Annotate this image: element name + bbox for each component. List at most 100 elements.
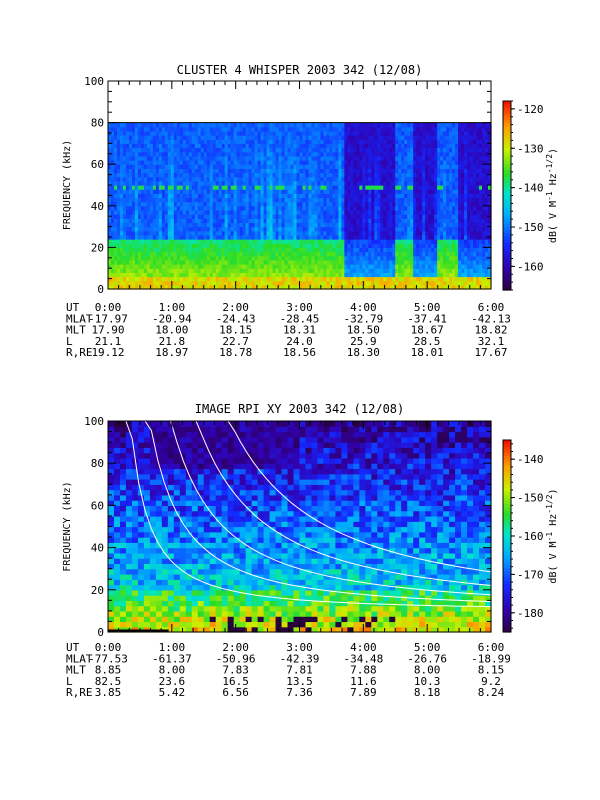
ephemeris-value-ut: 1:00 — [159, 641, 186, 654]
ephemeris-value-mlt: 8.00 — [414, 664, 441, 677]
ephemeris-value-mlt: 18.31 — [283, 324, 316, 337]
x-axis — [107, 421, 492, 632]
ephemeris-value-mlat: -17.97 — [88, 312, 128, 325]
y-axis: 0 20 40 60 80 100 FREQUENCY (kHz) — [62, 75, 491, 296]
ephemeris-value-l: 16.5 — [222, 675, 249, 688]
ephemeris-value-mlt: 17.90 — [91, 324, 124, 337]
spectrogram-image — [108, 421, 492, 633]
y-tick-label: 100 — [84, 75, 104, 88]
ephemeris-table: UT 0:00 1:00 2:00 3:00 4:00 5:00 6:00 MLAT-17.97… — [66, 301, 511, 359]
ephemeris-row-label: MLAT — [66, 652, 93, 665]
ephemeris-row-label: UT — [66, 641, 80, 654]
colorbar-label-part: -1/2 — [545, 494, 554, 513]
colorbar: -120 -130 -140 -150 -160 dB( V M-1 Hz-1/2) — [502, 100, 559, 291]
ephemeris-value-r_re: 17.67 — [474, 346, 507, 359]
ephemeris-value-mlat: -24.43 — [216, 312, 256, 325]
ephemeris-row-label: MLT — [66, 324, 86, 337]
panel-1: CLUSTER 4 WHISPER 2003 342 (12/08) 0 20 40 6… — [62, 63, 559, 359]
ephemeris-value-r_re: 7.89 — [350, 686, 377, 699]
ephemeris-value-ut: 3:00 — [286, 301, 313, 314]
colorbar-label-part: dB( V M — [548, 541, 559, 583]
ephemeris-value-mlt: 8.15 — [478, 664, 505, 677]
colorbar-label-part: -1/2 — [545, 154, 554, 173]
y-tick-label: 80 — [91, 117, 104, 130]
ephemeris-value-l: 82.5 — [95, 675, 122, 688]
y-tick-label: 20 — [91, 584, 104, 597]
colorbar-tick-label: -140 — [517, 182, 544, 195]
ephemeris-value-mlat: -28.45 — [280, 312, 320, 325]
ephemeris-table: UT 0:00 1:00 2:00 3:00 4:00 5:00 6:00 MLAT-77.53… — [66, 641, 511, 699]
colorbar-tick-label: -180 — [517, 607, 544, 620]
ephemeris-value-mlt: 18.15 — [219, 324, 252, 337]
ephemeris-value-mlat: -42.39 — [280, 652, 320, 665]
ephemeris-value-ut: 2:00 — [222, 301, 249, 314]
overlay-curve-1 — [119, 420, 503, 608]
ephemeris-value-r_re: 6.56 — [222, 686, 249, 699]
ephemeris-value-l: 23.6 — [159, 675, 186, 688]
ephemeris-row-label: L — [66, 335, 73, 348]
ephemeris-value-ut: 2:00 — [222, 641, 249, 654]
ephemeris-value-r_re: 8.24 — [478, 686, 505, 699]
ephemeris-value-ut: 1:00 — [159, 301, 186, 314]
panel-title: CLUSTER 4 WHISPER 2003 342 (12/08) — [177, 63, 423, 77]
ephemeris-value-mlat: -34.48 — [343, 652, 383, 665]
ephemeris-value-mlat: -26.76 — [407, 652, 447, 665]
ephemeris-value-r_re: 3.85 — [95, 686, 122, 699]
ephemeris-row-label: MLAT — [66, 312, 93, 325]
ephemeris-value-mlat: -61.37 — [152, 652, 192, 665]
ephemeris-value-r_re: 7.36 — [286, 686, 313, 699]
colorbar-label-part: Hz — [548, 514, 559, 532]
ephemeris-value-ut: 0:00 — [95, 301, 122, 314]
ephemeris-value-mlt: 8.85 — [95, 664, 122, 677]
y-tick-label: 60 — [91, 499, 104, 512]
y-axis-label: FREQUENCY (kHz) — [62, 140, 73, 230]
ephemeris-value-r_re: 18.01 — [411, 346, 444, 359]
ephemeris-value-mlt: 18.00 — [155, 324, 188, 337]
ephemeris-value-l: 32.1 — [478, 335, 505, 348]
ephemeris-value-mlt: 18.82 — [474, 324, 507, 337]
ephemeris-value-mlat: -20.94 — [152, 312, 192, 325]
colorbar-label: dB( V M-1 Hz-1/2) — [545, 148, 559, 243]
overlay-curve-2 — [119, 420, 503, 603]
colorbar-tick-label: -130 — [517, 142, 544, 155]
ephemeris-value-r_re: 18.78 — [219, 346, 252, 359]
colorbar-label-part: Hz — [548, 173, 559, 191]
ephemeris-value-mlt: 18.50 — [347, 324, 380, 337]
y-tick-label: 40 — [91, 200, 104, 213]
colorbar-tick-label: -170 — [517, 568, 544, 581]
y-axis-label: FREQUENCY (kHz) — [62, 481, 73, 571]
colorbar-tick-label: -160 — [517, 530, 544, 543]
ephemeris-value-mlat: -18.99 — [471, 652, 511, 665]
ephemeris-row-label: UT — [66, 301, 80, 314]
y-tick-label: 0 — [97, 626, 104, 639]
ephemeris-value-r_re: 5.42 — [159, 686, 186, 699]
ephemeris-value-ut: 6:00 — [478, 641, 505, 654]
ephemeris-value-l: 11.6 — [350, 675, 377, 688]
ephemeris-value-ut: 4:00 — [350, 301, 377, 314]
y-tick-label: 40 — [91, 542, 104, 555]
colorbar-tick-label: -140 — [517, 453, 544, 466]
ephemeris-value-l: 21.8 — [159, 335, 186, 348]
y-axis: 0 20 40 60 80 100 FREQUENCY (kHz) — [62, 415, 491, 639]
ephemeris-value-mlat: -42.13 — [471, 312, 511, 325]
ephemeris-value-ut: 4:00 — [350, 641, 377, 654]
ephemeris-row-label: R,RE — [66, 346, 93, 359]
ephemeris-value-r_re: 18.97 — [155, 346, 188, 359]
ephemeris-row-label: L — [66, 675, 73, 688]
ephemeris-value-l: 22.7 — [222, 335, 249, 348]
ephemeris-value-mlat: -32.79 — [343, 312, 383, 325]
ephemeris-value-ut: 6:00 — [478, 301, 505, 314]
y-tick-label: 0 — [97, 283, 104, 296]
x-axis — [107, 81, 492, 289]
colorbar: -140 -150 -160 -170 -180 dB( V M-1 Hz-1/2) — [502, 439, 559, 633]
ephemeris-value-r_re: 18.56 — [283, 346, 316, 359]
ephemeris-value-mlt: 7.81 — [286, 664, 313, 677]
colorbar-tick-label: -150 — [517, 221, 544, 234]
ephemeris-value-l: 10.3 — [414, 675, 441, 688]
colorbar-tick-label: -160 — [517, 260, 544, 273]
ephemeris-value-l: 9.2 — [481, 675, 501, 688]
ephemeris-value-r_re: 19.12 — [91, 346, 124, 359]
ephemeris-value-ut: 5:00 — [414, 301, 441, 314]
